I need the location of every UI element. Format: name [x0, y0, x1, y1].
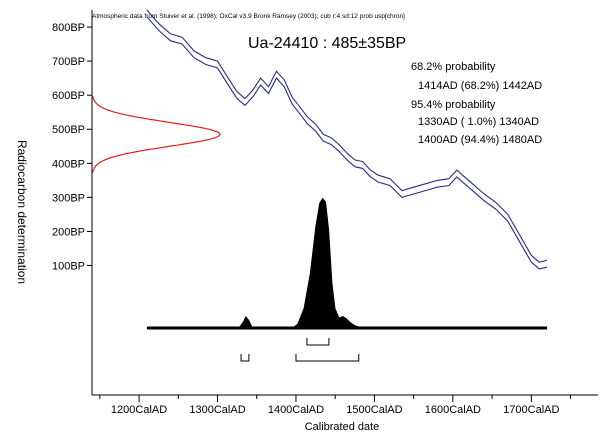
calibration-curve [146, 9, 548, 270]
y-tick-label: 400BP [52, 158, 85, 170]
annotation-68-heading: 68.2% probability [411, 61, 496, 73]
calibration-curve-lower [146, 16, 548, 270]
y-tick-label: 500BP [52, 124, 85, 136]
y-tick-label: 800BP [52, 22, 85, 34]
x-axis-ticks: 1200CalAD 1300CalAD 1400CalAD 1500CalAD 1600… [99, 395, 572, 416]
y-axis-label: Radiocarbon determination [15, 140, 29, 284]
range-68-bracket [306, 338, 330, 346]
range-brackets [240, 338, 360, 362]
x-tick-label: 1400CalAD [268, 404, 324, 416]
x-axis-label: Calibrated date [305, 421, 380, 433]
annotation-95-range-1: 1330AD ( 1.0%) 1340AD [418, 116, 539, 128]
x-tick-label: 1200CalAD [111, 404, 167, 416]
range-95-bracket [240, 354, 250, 362]
measurement-distribution [92, 96, 221, 173]
annotation-68-range-1: 1414AD (68.2%) 1442AD [418, 80, 542, 92]
x-tick-label: 1500CalAD [346, 404, 402, 416]
y-axis-ticks: 100BP 200BP 300BP 400BP 500BP 600BP 700BP 800BP [52, 22, 92, 273]
x-tick-label: 1700CalAD [503, 404, 559, 416]
distribution-area [233, 197, 363, 329]
y-tick-label: 300BP [52, 192, 85, 204]
annotation-95-heading: 95.4% probability [411, 99, 496, 111]
x-tick-label: 1300CalAD [189, 404, 245, 416]
y-tick-label: 100BP [52, 261, 85, 273]
calibration-curve-upper [146, 9, 548, 263]
plot-frame [91, 10, 598, 396]
annotation-95-range-2: 1400AD (94.4%) 1480AD [418, 134, 542, 146]
y-tick-label: 700BP [52, 56, 85, 68]
x-tick-label: 1600CalAD [425, 404, 481, 416]
y-tick-label: 600BP [52, 90, 85, 102]
source-note: Atmospheric data from Stuiver et al. (19… [92, 13, 405, 20]
measurement-gaussian [92, 96, 221, 173]
y-tick-label: 200BP [52, 226, 85, 238]
calibrated-distribution [146, 197, 548, 330]
chart-title: Ua-24410 : 485±35BP [248, 35, 406, 52]
probability-annotations: 68.2% probability 1414AD (68.2%) 1442AD … [411, 61, 542, 146]
range-95-bracket [295, 354, 360, 362]
